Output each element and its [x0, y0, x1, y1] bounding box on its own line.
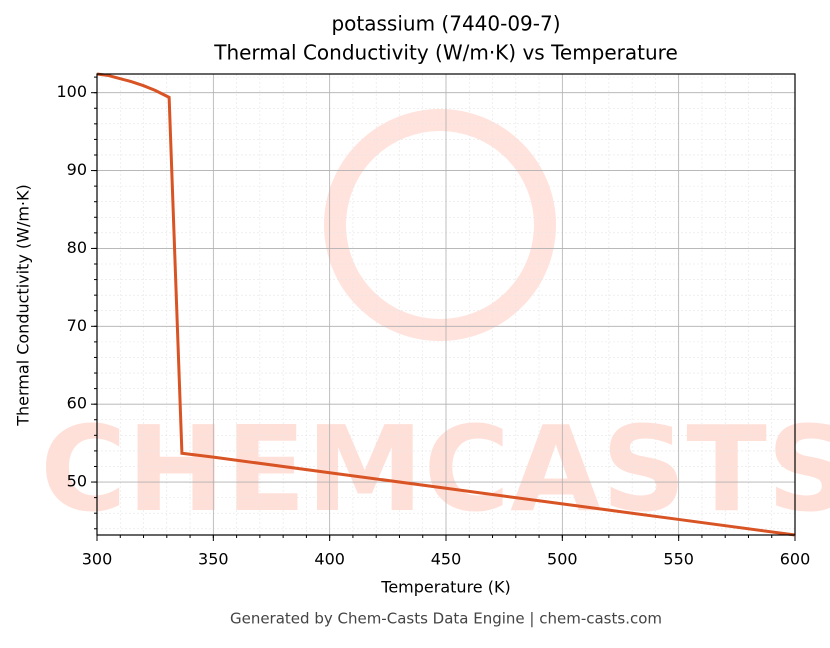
y-tick-label: 50 — [67, 472, 87, 491]
y-tick-label: 80 — [67, 238, 87, 257]
data-line — [96, 72, 796, 537]
footer: Generated by Chem-Casts Data Engine | ch… — [230, 610, 662, 628]
watermark-ring — [324, 109, 556, 341]
x-tick-label: 500 — [547, 550, 578, 569]
watermark: CHEMCASTS — [40, 400, 830, 538]
x-tick-label: 450 — [431, 550, 462, 569]
x-tick-label: 400 — [314, 550, 345, 569]
x-tick-label: 350 — [198, 550, 229, 569]
chart-title: potassium (7440-09-7) — [331, 12, 560, 36]
y-tick-label: 70 — [67, 316, 87, 335]
x-tick-label: 600 — [780, 550, 811, 569]
y-tick-label: 60 — [67, 394, 87, 413]
y-tick-label: 100 — [56, 82, 87, 101]
y-tick-label: 90 — [67, 160, 87, 179]
x-axis-label: Temperature (K) — [380, 578, 510, 597]
x-tick-label: 550 — [663, 550, 694, 569]
x-tick-label: 300 — [82, 550, 113, 569]
plot-frame — [96, 73, 796, 536]
y-axis-label: Thermal Conductivity (W/m·K) — [14, 184, 33, 427]
chart-subtitle: Thermal Conductivity (W/m·K) vs Temperat… — [213, 41, 678, 65]
